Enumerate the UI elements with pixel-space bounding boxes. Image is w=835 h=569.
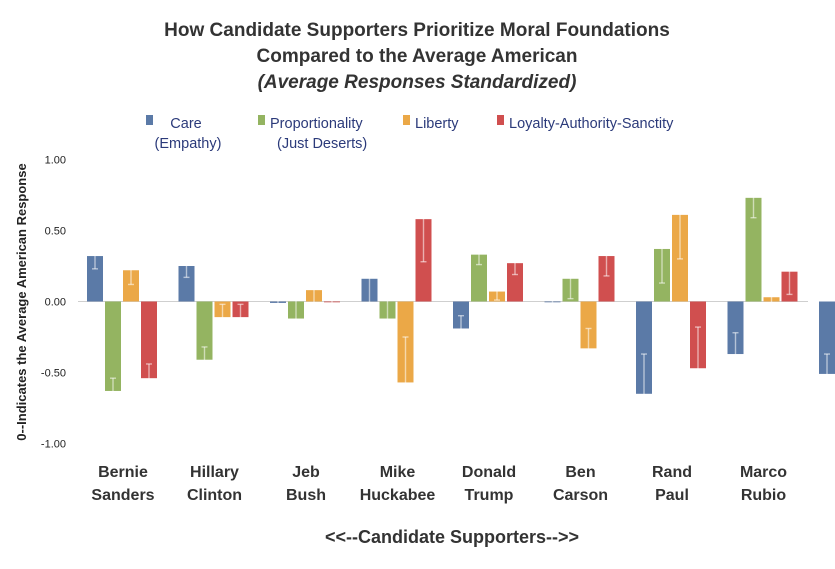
y-tick-label: 0.00 [45,297,66,309]
bar [727,301,744,355]
legend-swatch [403,115,410,125]
chart-subtitle: (Average Responses Standardized) [258,72,577,93]
legend-label: Liberty [415,116,459,132]
y-tick-label: 1.00 [45,155,66,167]
category-label: Carson [553,487,608,504]
category-label: Rand [652,464,692,481]
legend-label: Care [170,116,201,132]
category-label: Marco [740,464,787,481]
category-label: Bernie [98,464,148,481]
category-label: Clinton [187,487,242,504]
category-label: Mike [380,464,416,481]
bar [453,301,469,329]
legend-label: (Empathy) [155,136,222,152]
category-label: Donald [462,464,516,481]
bar [123,270,139,302]
legend-label: (Just Deserts) [277,136,367,152]
chart-title-line-1: How Candidate Supporters Prioritize Mora… [164,20,670,41]
legend-swatch [258,115,265,125]
bar [141,301,157,379]
y-tick-label: -0.50 [41,368,66,380]
legend: Care (Empathy) Proportionality (Just Desert… [146,115,674,152]
category-label: Jeb [292,464,320,481]
y-axis-label: 0--Indicates the Average American Respon… [14,163,29,440]
category-label: Trump [465,487,514,504]
legend-swatch [146,115,153,125]
y-tick-label: -1.00 [41,439,66,451]
bar [598,256,615,302]
category-label: Hillary [190,464,239,481]
bar [196,301,213,360]
category-label: Bush [286,487,326,504]
y-tick-label: 0.50 [45,226,66,238]
legend-swatch [497,115,504,125]
category-label: Ben [565,464,595,481]
bar [745,197,762,302]
bar [580,301,597,349]
category-label: Sanders [91,487,154,504]
category-label: Paul [655,487,689,504]
bar [636,301,652,394]
category-label: Huckabee [360,487,436,504]
bar [507,263,523,302]
x-axis-categories: Bernie Sanders Hillary Clinton Jeb Bush Mike Hu… [91,464,787,504]
x-axis-label: <<--Candidate Supporters-->> [325,527,579,547]
bar [105,301,121,391]
bar [178,266,195,302]
chart-title-line-2: Compared to the Average American [257,46,578,67]
legend-label: Loyalty-Authority-Sanctity [509,116,674,132]
bar [87,256,103,302]
bars [87,197,835,394]
bar [819,301,835,374]
error-bars [92,170,830,435]
legend-label: Proportionality [270,116,363,132]
category-label: Rubio [741,487,787,504]
bar [471,254,487,302]
